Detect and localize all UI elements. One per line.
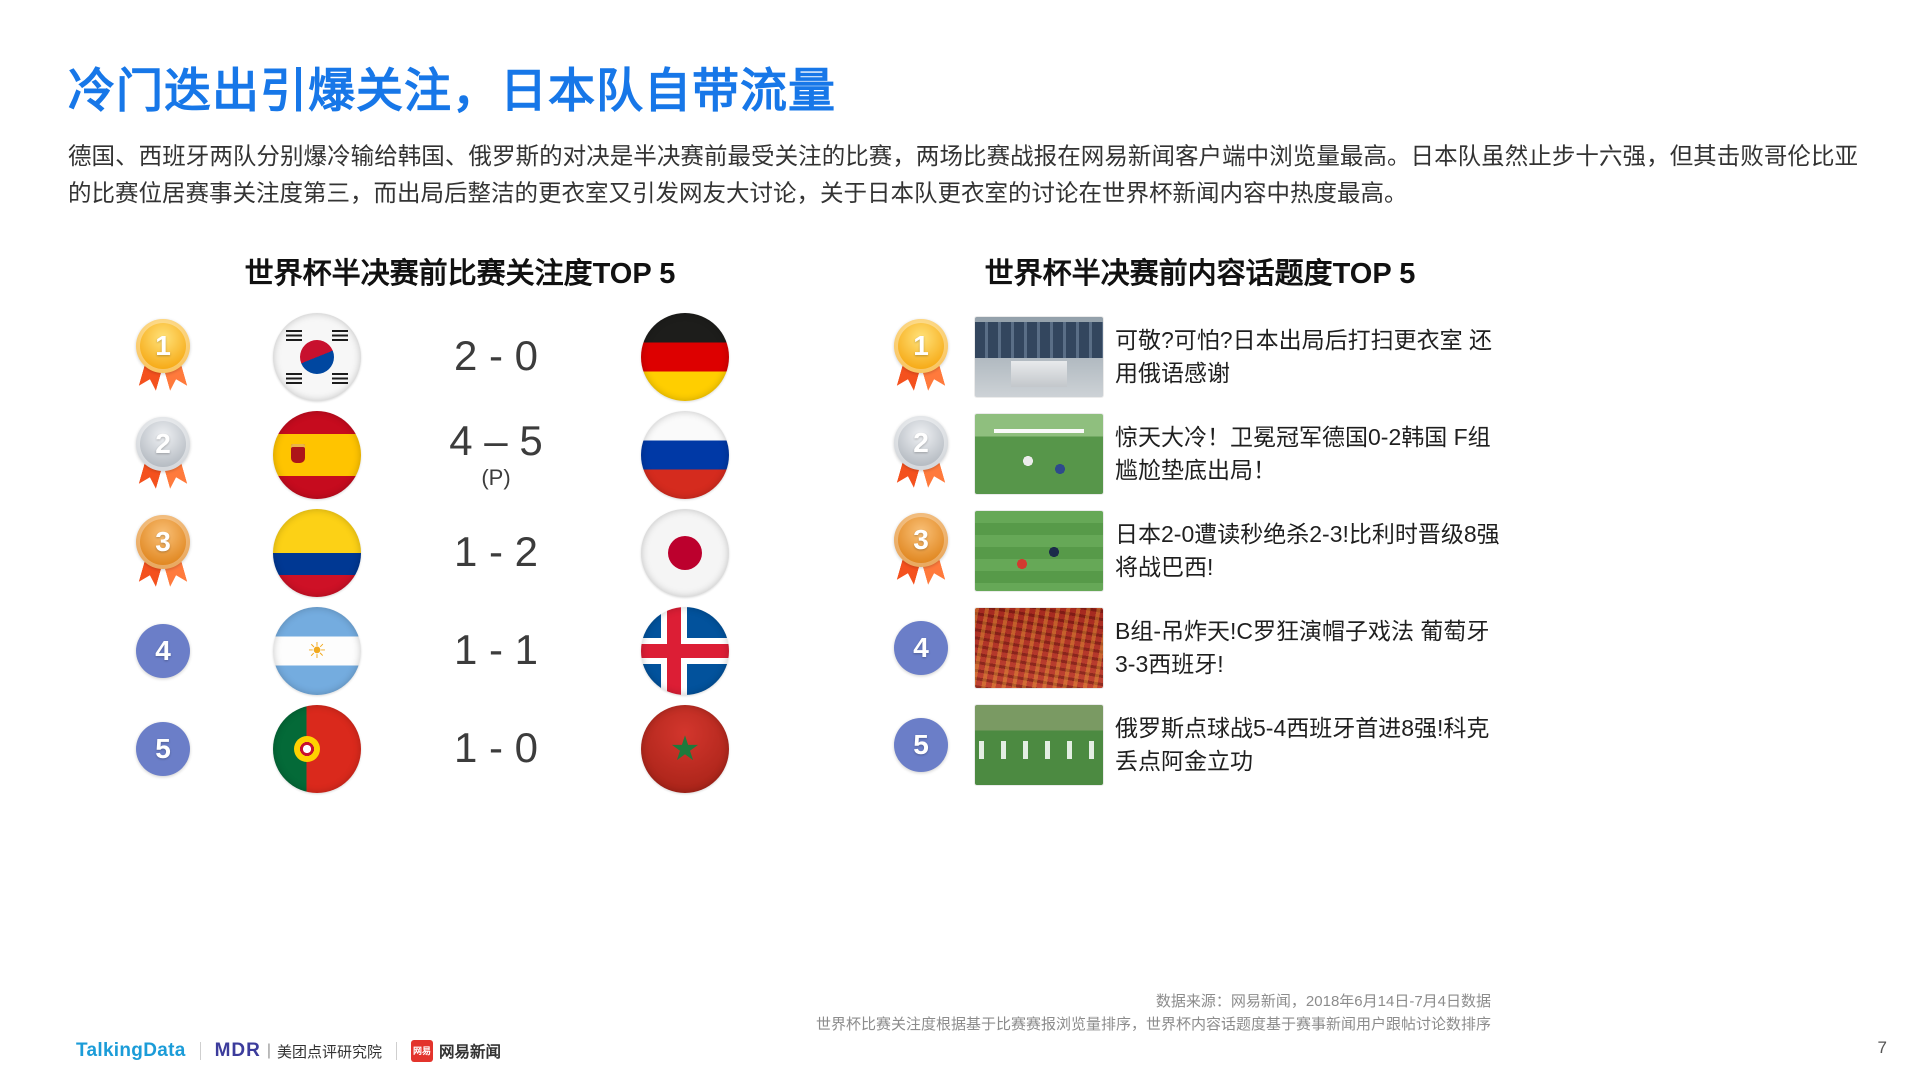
match-row: 5 1 - 0: [80, 700, 860, 798]
meituan-research-label: 美团点评研究院: [277, 1043, 383, 1061]
argentina-flag-icon: [273, 607, 361, 695]
talkingdata-logo: TalkingData: [76, 1040, 186, 1061]
data-source-line1: 数据来源：网易新闻，2018年6月14日-7月4日数据: [1155, 993, 1491, 1010]
news-row: 3 日本2-0遭读秒绝杀2-3!比利时晋级8强将战巴西!: [880, 502, 1560, 599]
rank-medal-icon: 1: [136, 319, 190, 395]
rank-medal-icon: 5: [894, 717, 948, 772]
news-row: 1 可敬?可怕?日本出局后打扫更衣室 还用俄语感谢: [880, 308, 1560, 405]
score-note: (P): [481, 465, 511, 491]
rank-number: 1: [136, 319, 190, 373]
match-score: 1 - 2: [421, 527, 571, 576]
article-headline: 可敬?可怕?日本出局后打扫更衣室 还用俄语感谢: [1115, 327, 1492, 386]
iceland-flag-icon: [641, 607, 729, 695]
rank-medal-icon: 4: [136, 624, 190, 678]
logo-divider: [199, 1042, 201, 1060]
match-score: 4 – 5 (P): [421, 416, 571, 491]
news-row: 2 惊天大冷！卫冕冠军德国0-2韩国 F组尴尬垫底出局！: [880, 405, 1560, 502]
mdr-logo-text: MDR: [214, 1040, 261, 1061]
match-score: 1 - 1: [421, 625, 571, 674]
score-text: 1 - 0: [453, 723, 539, 771]
match-score: 1 - 0: [421, 723, 571, 772]
meituan-research-logo: MDR | 美团点评研究院: [215, 1040, 382, 1062]
article-thumbnail: [975, 510, 1103, 591]
japan-flag-icon: [641, 509, 729, 597]
score-text: 2 - 0: [453, 331, 539, 379]
netease-badge-icon: 网易: [411, 1040, 434, 1062]
article-headline: 惊天大冷！卫冕冠军德国0-2韩国 F组尴尬垫底出局！: [1115, 424, 1491, 483]
article-thumbnail: [975, 316, 1103, 397]
rank-number: 5: [894, 717, 948, 772]
netease-news-label: 网易新闻: [439, 1044, 502, 1061]
score-text: 4 – 5: [449, 416, 543, 464]
portugal-flag-icon: [273, 705, 361, 793]
rank-medal-icon: 3: [136, 515, 190, 591]
match-row: 3 1 - 2: [80, 504, 860, 602]
morocco-flag-icon: [641, 705, 729, 793]
article-thumbnail: [975, 607, 1103, 688]
rank-medal-icon: 2: [136, 417, 190, 493]
data-source-note: 数据来源：网易新闻，2018年6月14日-7月4日数据 世界杯比赛关注度根据基于…: [816, 991, 1491, 1036]
rank-number: 2: [136, 417, 190, 471]
page-number: 7: [1877, 1038, 1887, 1057]
match-attention-panel: 世界杯半决赛前比赛关注度TOP 5 1 2 - 0 2 4 – 5 (P): [80, 250, 860, 798]
rank-medal-icon: 5: [136, 722, 190, 776]
rank-medal-icon: 4: [894, 620, 948, 675]
article-headline: 日本2-0遭读秒绝杀2-3!比利时晋级8强将战巴西!: [1115, 521, 1500, 580]
article-thumbnail: [975, 413, 1103, 494]
news-row: 4 B组-吊炸天!C罗狂演帽子戏法 葡萄牙3-3西班牙!: [880, 599, 1560, 696]
score-text: 1 - 1: [453, 625, 539, 673]
article-headline: B组-吊炸天!C罗狂演帽子戏法 葡萄牙3-3西班牙!: [1115, 618, 1490, 677]
netease-news-logo: 网易 网易新闻: [411, 1040, 501, 1062]
south-korea-flag-icon: [273, 313, 361, 401]
rank-number: 5: [136, 722, 190, 776]
footer-logos: TalkingData MDR | 美团点评研究院 网易 网易新闻: [76, 1040, 501, 1062]
score-text: 1 - 2: [453, 527, 539, 575]
rank-medal-icon: 2: [894, 415, 948, 492]
rank-medal-icon: 1: [894, 318, 948, 395]
match-row: 1 2 - 0: [80, 308, 860, 406]
germany-flag-icon: [641, 313, 729, 401]
content-topic-title: 世界杯半决赛前内容话题度TOP 5: [984, 258, 1416, 290]
content-topic-panel: 世界杯半决赛前内容话题度TOP 5 1 可敬?可怕?日本出局后打扫更衣室 还用俄…: [880, 250, 1560, 793]
rank-number: 3: [894, 512, 948, 567]
data-source-line2: 世界杯比赛关注度根据基于比赛赛报浏览量排序，世界杯内容话题度基于赛事新闻用户跟帖…: [815, 1015, 1491, 1033]
match-row: 4 1 - 1: [80, 602, 860, 700]
rank-number: 4: [894, 620, 948, 675]
match-score: 2 - 0: [421, 331, 571, 380]
mdr-separator: |: [266, 1042, 272, 1059]
russia-flag-icon: [641, 411, 729, 499]
match-attention-title: 世界杯半决赛前比赛关注度TOP 5: [244, 258, 676, 290]
spain-flag-icon: [273, 411, 361, 499]
intro-paragraph: 德国、西班牙两队分别爆冷输给韩国、俄罗斯的对决是半决赛前最受关注的比赛，两场比赛…: [68, 143, 1858, 207]
match-row: 2 4 – 5 (P): [80, 406, 860, 504]
article-headline: 俄罗斯点球战5-4西班牙首进8强!科克丢点阿金立功: [1115, 715, 1490, 774]
page-title: 冷门迭出引爆关注，日本队自带流量: [68, 64, 836, 117]
logo-divider: [396, 1042, 398, 1060]
colombia-flag-icon: [273, 509, 361, 597]
news-row: 5 俄罗斯点球战5-4西班牙首进8强!科克丢点阿金立功: [880, 696, 1560, 793]
rank-number: 1: [894, 318, 948, 373]
article-thumbnail: [975, 704, 1103, 785]
rank-medal-icon: 3: [894, 512, 948, 589]
rank-number: 2: [894, 415, 948, 470]
rank-number: 4: [136, 624, 190, 678]
rank-number: 3: [136, 515, 190, 569]
